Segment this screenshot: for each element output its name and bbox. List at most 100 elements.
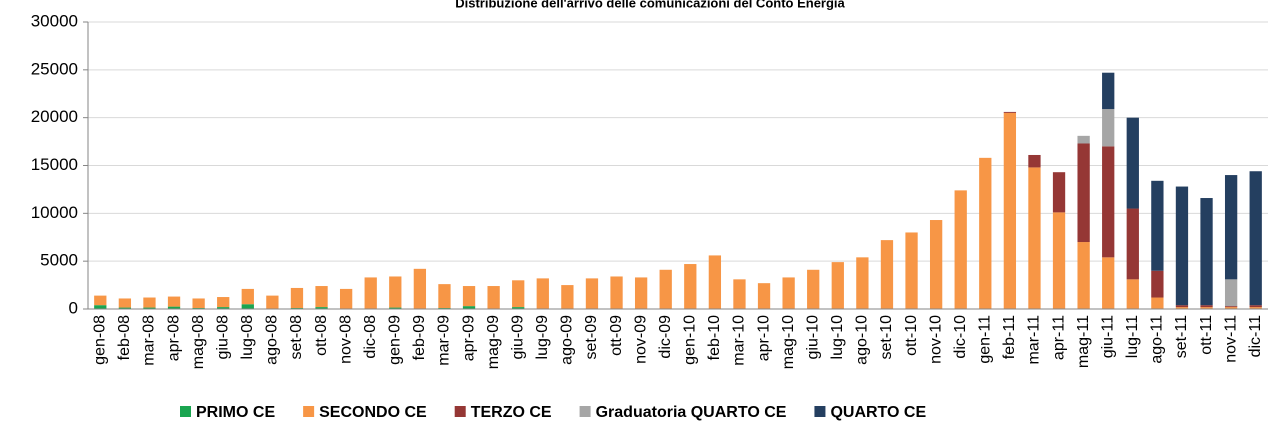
bar-segment bbox=[757, 283, 771, 309]
x-tick-label: ago-11 bbox=[1149, 315, 1166, 364]
bar-segment bbox=[585, 278, 599, 309]
bar-segment bbox=[1102, 109, 1115, 147]
bar-segment bbox=[1175, 307, 1189, 309]
bar-segment bbox=[733, 279, 746, 309]
x-tick-label: dic-09 bbox=[657, 315, 674, 359]
x-tick-label: nov-08 bbox=[337, 315, 354, 364]
bar-segment bbox=[1102, 257, 1115, 309]
x-tick-label: mar-09 bbox=[436, 315, 453, 366]
bar-segment bbox=[610, 276, 623, 309]
y-tick-label: 15000 bbox=[31, 155, 78, 174]
x-tick-label: set-08 bbox=[288, 315, 305, 360]
x-tick-label: ott-10 bbox=[903, 315, 920, 356]
x-tick-label: ott-08 bbox=[313, 315, 330, 356]
bar-segment bbox=[413, 268, 427, 309]
legend-swatch bbox=[180, 406, 191, 417]
bar-segment bbox=[708, 255, 722, 309]
x-tick-label: apr-09 bbox=[460, 315, 477, 361]
bar-segment bbox=[241, 288, 254, 305]
legend-label: SECONDO CE bbox=[319, 404, 427, 421]
x-tick-label: giu-11 bbox=[1099, 315, 1116, 358]
bar-segment bbox=[1003, 112, 1017, 309]
bar-segment bbox=[1200, 198, 1213, 306]
bar-segment bbox=[487, 286, 500, 309]
bar-segment bbox=[1175, 305, 1189, 308]
bar-segment bbox=[782, 277, 795, 309]
bar-segment bbox=[1052, 212, 1066, 309]
bar-segment bbox=[1077, 135, 1090, 144]
bar-segment bbox=[1224, 175, 1238, 280]
bar-segment bbox=[94, 295, 107, 306]
bar-segment bbox=[1175, 186, 1189, 306]
bar-segment bbox=[217, 307, 230, 309]
x-tick-label: dic-10 bbox=[952, 315, 969, 359]
bar-segment bbox=[364, 277, 377, 309]
bar-segment bbox=[979, 157, 992, 309]
legend-swatch bbox=[579, 406, 591, 417]
x-tick-label: giu-09 bbox=[509, 315, 526, 360]
bar-segment bbox=[1126, 117, 1139, 209]
x-tick-label: lug-09 bbox=[534, 315, 551, 360]
bar-segment bbox=[1151, 270, 1164, 298]
y-tick-label: 25000 bbox=[31, 59, 78, 78]
bar-segment bbox=[389, 307, 402, 309]
x-tick-label: mag-09 bbox=[485, 315, 502, 369]
bar-segment bbox=[856, 257, 869, 309]
bar-segment bbox=[94, 305, 107, 309]
x-tick-label: mag-08 bbox=[190, 315, 207, 369]
bar-segment bbox=[1126, 279, 1139, 309]
bar-segment bbox=[315, 307, 328, 309]
bar-segment bbox=[1126, 208, 1139, 280]
x-tick-label: ago-09 bbox=[559, 315, 576, 365]
x-tick-label: set-09 bbox=[583, 315, 600, 360]
x-tick-label: lug-08 bbox=[239, 315, 256, 360]
bar-segment bbox=[1077, 242, 1090, 309]
x-tick-label: giu-10 bbox=[804, 315, 821, 360]
x-tick-label: ott-09 bbox=[608, 315, 625, 356]
bar-segment bbox=[634, 277, 648, 309]
bar-segment bbox=[512, 280, 525, 308]
legend-label: Graduatoria QUARTO CE bbox=[596, 404, 787, 421]
y-tick-label: 10000 bbox=[31, 203, 78, 222]
x-tick-label: giu-08 bbox=[214, 315, 231, 360]
x-tick-label: gen-10 bbox=[682, 315, 699, 365]
bar-segment bbox=[389, 276, 402, 308]
chart-title: Distribuzione dell'arrivo delle comunica… bbox=[455, 0, 845, 10]
x-tick-label: dic-11 bbox=[1247, 315, 1264, 357]
bar-segment bbox=[1249, 305, 1262, 308]
x-tick-label: mag-10 bbox=[780, 315, 797, 369]
x-tick-label: gen-08 bbox=[92, 315, 109, 365]
bar-segment bbox=[438, 284, 451, 309]
bar-segment bbox=[512, 307, 525, 309]
legend-swatch bbox=[454, 406, 466, 417]
legend-label: QUARTO CE bbox=[830, 404, 926, 421]
bar-segment bbox=[929, 220, 943, 309]
x-tick-label: ago-08 bbox=[264, 315, 281, 365]
x-tick-label: apr-10 bbox=[755, 315, 772, 361]
bar-segment bbox=[315, 286, 328, 308]
bar-segment bbox=[831, 262, 844, 309]
x-tick-label: feb-09 bbox=[411, 315, 428, 360]
legend-swatch bbox=[303, 406, 315, 417]
x-tick-label: gen-11 bbox=[977, 315, 994, 364]
y-tick-label: 5000 bbox=[40, 251, 78, 270]
x-tick-label: feb-08 bbox=[116, 315, 133, 360]
bar-segment bbox=[1224, 307, 1238, 309]
bar-segment bbox=[167, 306, 181, 309]
bar-segment bbox=[1052, 172, 1066, 213]
legend-swatch bbox=[814, 406, 826, 417]
x-tick-label: ott-11 bbox=[1198, 315, 1215, 355]
bar-segment bbox=[684, 264, 697, 309]
bar-segment bbox=[807, 269, 820, 309]
bar-segment bbox=[1200, 305, 1213, 308]
x-tick-label: mar-08 bbox=[141, 315, 158, 366]
x-tick-label: nov-10 bbox=[927, 315, 944, 364]
x-tick-label: lug-11 bbox=[1124, 315, 1141, 358]
bar-segment bbox=[659, 269, 672, 309]
bar-segment bbox=[217, 297, 230, 308]
bar-segment bbox=[118, 298, 132, 308]
y-tick-label: 0 bbox=[69, 298, 78, 317]
bar-segment bbox=[1028, 167, 1041, 309]
bar-segment bbox=[462, 286, 476, 307]
x-tick-label: apr-08 bbox=[165, 315, 182, 361]
